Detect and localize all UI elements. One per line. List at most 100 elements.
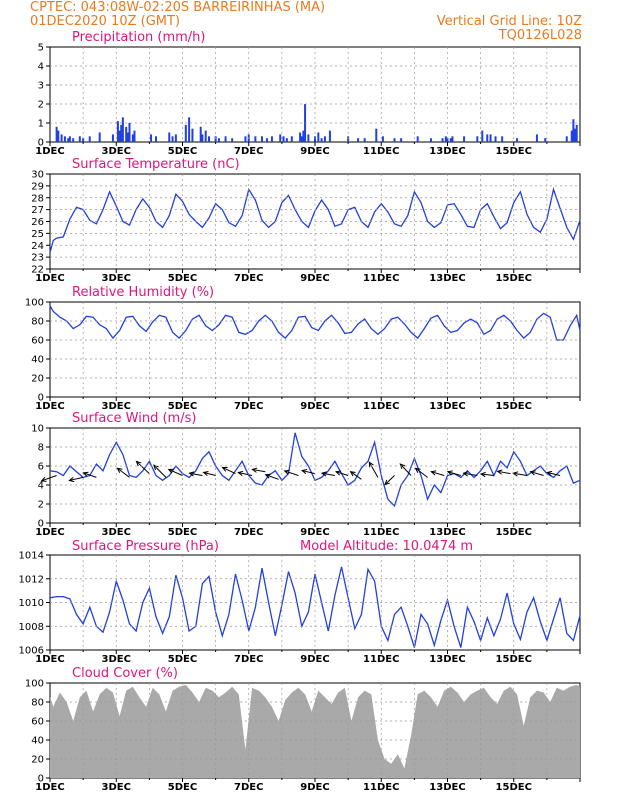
precip-bar: [574, 128, 577, 142]
wind-arrow: [284, 470, 299, 476]
y-tick-label: 1006: [19, 646, 44, 657]
precip-bar: [82, 138, 85, 142]
series-line: [49, 187, 581, 253]
wind-arrow-head: [68, 476, 75, 483]
precip-bar: [208, 136, 210, 142]
wind-arrow-head: [546, 470, 553, 476]
y-tick-label: 2: [38, 500, 44, 511]
precip-bar: [72, 138, 75, 142]
x-tick-label: 15DEC: [496, 782, 532, 793]
x-tick-label: 9DEC: [300, 273, 329, 284]
x-tick-label: 15DEC: [496, 273, 532, 284]
wind-arrow: [530, 471, 544, 476]
wind-arrow: [117, 467, 130, 478]
y-tick-label: 1012: [19, 574, 44, 585]
x-tick-label: 9DEC: [300, 654, 329, 665]
wind-arrow-head: [368, 461, 374, 468]
wind-arrow-head: [384, 479, 390, 486]
series-line: [49, 566, 581, 648]
precip-bar: [481, 130, 484, 142]
precip-bar: [290, 136, 293, 142]
x-tick-label: 5DEC: [168, 401, 197, 412]
precip-bar: [133, 130, 136, 142]
panel-title: Precipitation (mm/h): [72, 30, 205, 45]
precip-bar: [489, 134, 492, 142]
wind-arrow-head: [82, 471, 89, 477]
y-tick-label: 60: [31, 336, 44, 347]
x-tick-label: 1DEC: [35, 401, 64, 412]
precip-bar: [494, 136, 497, 142]
y-tick-label: 4: [38, 62, 44, 73]
y-tick-label: 3: [38, 81, 44, 92]
wind-arrow: [136, 461, 150, 474]
precip-bar: [285, 138, 288, 142]
wind-arrow-head: [446, 470, 453, 476]
precip-bar: [572, 119, 575, 142]
wind-arrow: [415, 467, 428, 478]
x-tick-label: 1DEC: [35, 273, 64, 284]
x-tick-label: 5DEC: [168, 527, 197, 538]
y-tick-label: 100: [25, 679, 44, 690]
wind-arrow-head: [430, 470, 437, 476]
x-tick-label: 3DEC: [102, 654, 131, 665]
precip-bar: [150, 134, 153, 142]
precip-bar: [302, 130, 305, 142]
wind-arrow: [252, 468, 266, 473]
x-tick-label: 5DEC: [168, 146, 197, 157]
x-tick-label: 13DEC: [429, 527, 465, 538]
wind-arrow: [399, 463, 412, 476]
x-tick-label: 9DEC: [300, 146, 329, 157]
precip-bar: [451, 136, 454, 142]
precip-bar: [476, 136, 479, 142]
wind-arrow: [301, 470, 316, 475]
x-tick-label: 15DEC: [496, 146, 532, 157]
precip-bar: [363, 138, 366, 142]
wind-arrow: [265, 474, 279, 480]
precip-bar: [217, 138, 220, 142]
wind-arrow-head: [167, 468, 174, 474]
header-date: 01DEC2020 10Z (GMT): [30, 14, 181, 29]
wind-arrow-head: [116, 467, 123, 473]
precip-bar: [184, 124, 187, 142]
wind-arrow-head: [414, 467, 421, 473]
precip-bar: [279, 134, 282, 142]
panel-title: Cloud Cover (%): [72, 666, 178, 681]
x-tick-label: 5DEC: [168, 273, 197, 284]
precip-bar: [121, 117, 124, 142]
wind-arrow: [480, 473, 494, 476]
y-tick-label: 25: [31, 229, 44, 240]
wind-arrow: [321, 472, 335, 476]
y-tick-label: 100: [25, 298, 44, 309]
x-tick-label: 11DEC: [363, 654, 399, 665]
y-tick-label: 0: [38, 393, 44, 404]
x-tick-label: 5DEC: [168, 782, 197, 793]
x-tick-label: 3DEC: [102, 527, 131, 538]
y-tick-label: 2: [38, 100, 44, 111]
precip-bar: [400, 138, 403, 142]
precip-bar: [55, 126, 58, 142]
precip-bar: [265, 138, 268, 142]
y-tick-label: 40: [31, 355, 44, 366]
x-tick-label: 1DEC: [35, 654, 64, 665]
precip-bar: [565, 136, 568, 142]
x-tick-label: 11DEC: [363, 401, 399, 412]
precip-bar: [307, 134, 310, 142]
wind-arrow: [335, 471, 349, 476]
wind-arrow: [153, 464, 167, 478]
precip-bar: [317, 132, 320, 142]
wind-arrow: [368, 461, 379, 478]
y-tick-label: 1010: [19, 598, 44, 609]
precip-bar: [168, 132, 171, 142]
y-tick-label: 80: [31, 698, 44, 709]
wind-arrow-head: [462, 471, 469, 477]
wind-arrow: [83, 472, 97, 478]
y-tick-label: 80: [31, 317, 44, 328]
precip-bar: [214, 136, 217, 142]
precip-bar: [444, 136, 447, 142]
x-tick-label: 13DEC: [429, 273, 465, 284]
precip-bar: [128, 123, 131, 142]
x-tick-label: 11DEC: [363, 146, 399, 157]
panel-subtitle: Model Altitude: 10.0474 m: [300, 539, 473, 554]
wind-arrow: [350, 471, 362, 480]
panel-title: Surface Wind (m/s): [72, 411, 196, 426]
